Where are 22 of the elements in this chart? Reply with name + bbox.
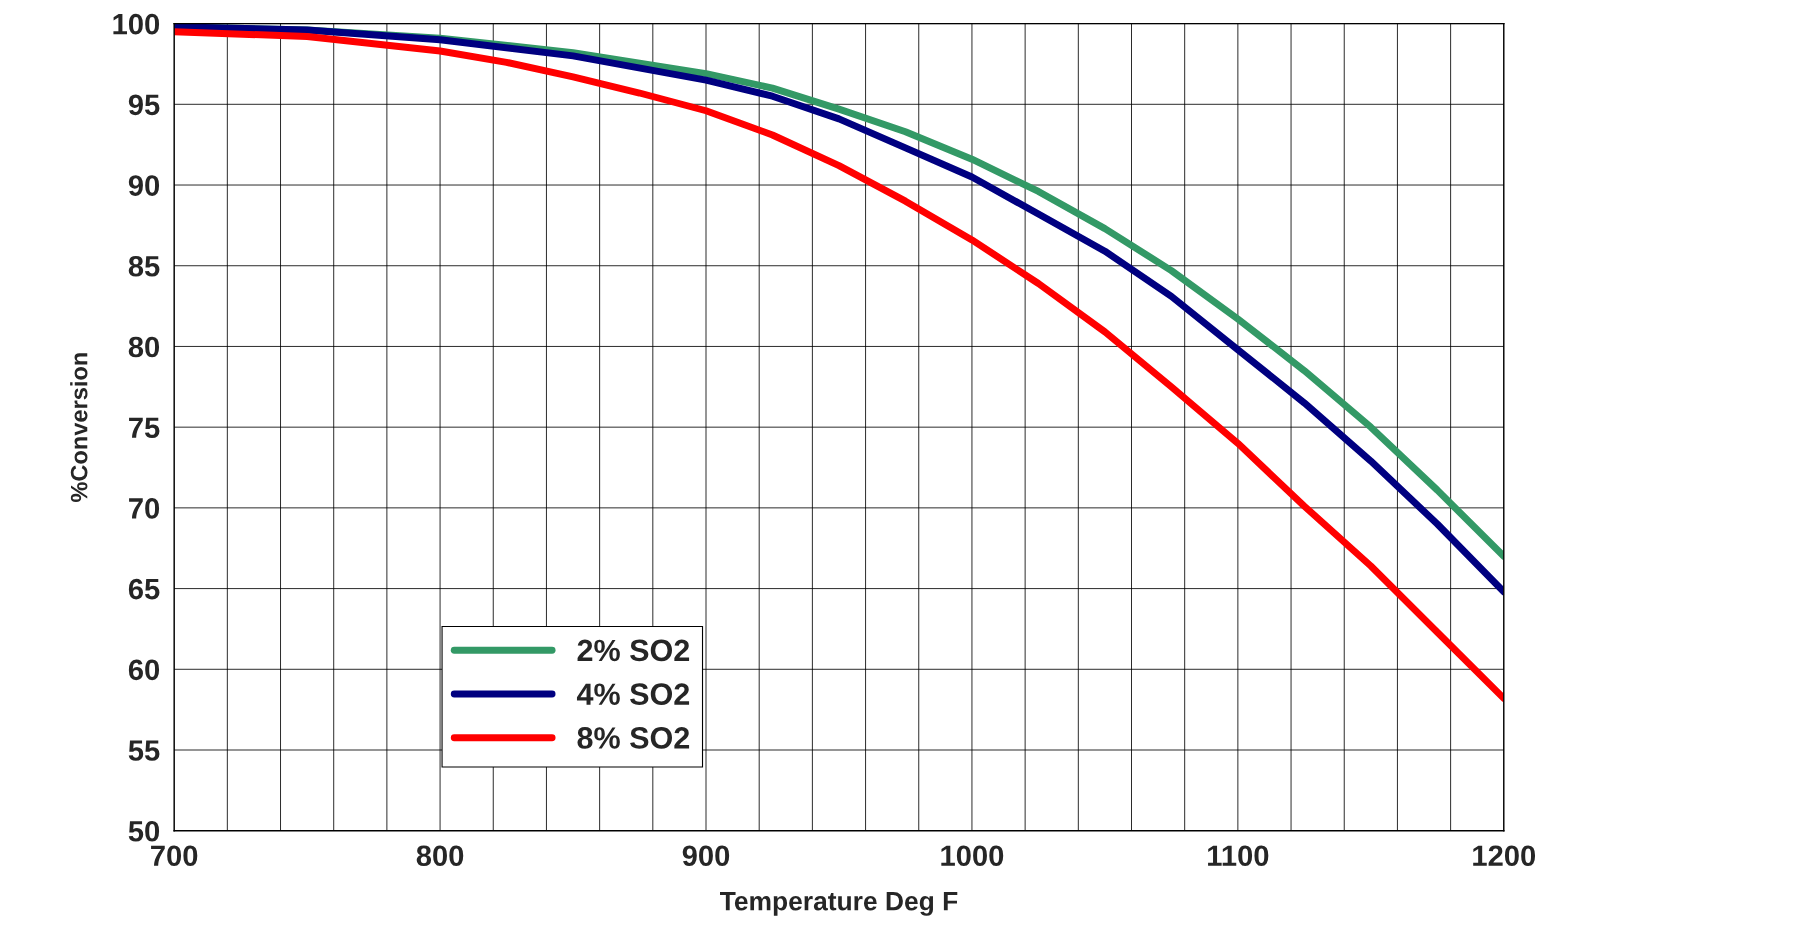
y-axis-title: %Conversion <box>70 353 88 503</box>
y-tick-label: 80 <box>128 336 160 358</box>
legend-label: 4% SO2 <box>576 683 690 705</box>
y-tick-label: 100 <box>113 13 160 35</box>
x-tick-label: 700 <box>151 845 198 867</box>
x-tick-label: 1200 <box>1473 845 1536 867</box>
x-tick-label: 1100 <box>1208 845 1269 867</box>
y-tick-label: 90 <box>128 175 160 196</box>
y-tick-label: 75 <box>129 417 160 439</box>
x-axis-title: Temperature Deg F <box>720 892 958 916</box>
y-tick-label: 95 <box>128 94 160 116</box>
y-tick-label: 60 <box>128 659 160 681</box>
x-tick-label: 900 <box>682 845 730 867</box>
x-tick-label: 800 <box>416 845 464 867</box>
y-tick-label: 65 <box>128 578 160 600</box>
legend-label: 2% SO2 <box>577 639 690 662</box>
y-tick-label: 85 <box>128 255 160 277</box>
y-tick-label: 55 <box>128 740 160 761</box>
legend-label: 8% SO2 <box>577 727 690 749</box>
y-tick-label: 50 <box>128 820 160 842</box>
x-tick-label: 1000 <box>941 845 1004 867</box>
y-tick-label: 70 <box>129 498 160 519</box>
